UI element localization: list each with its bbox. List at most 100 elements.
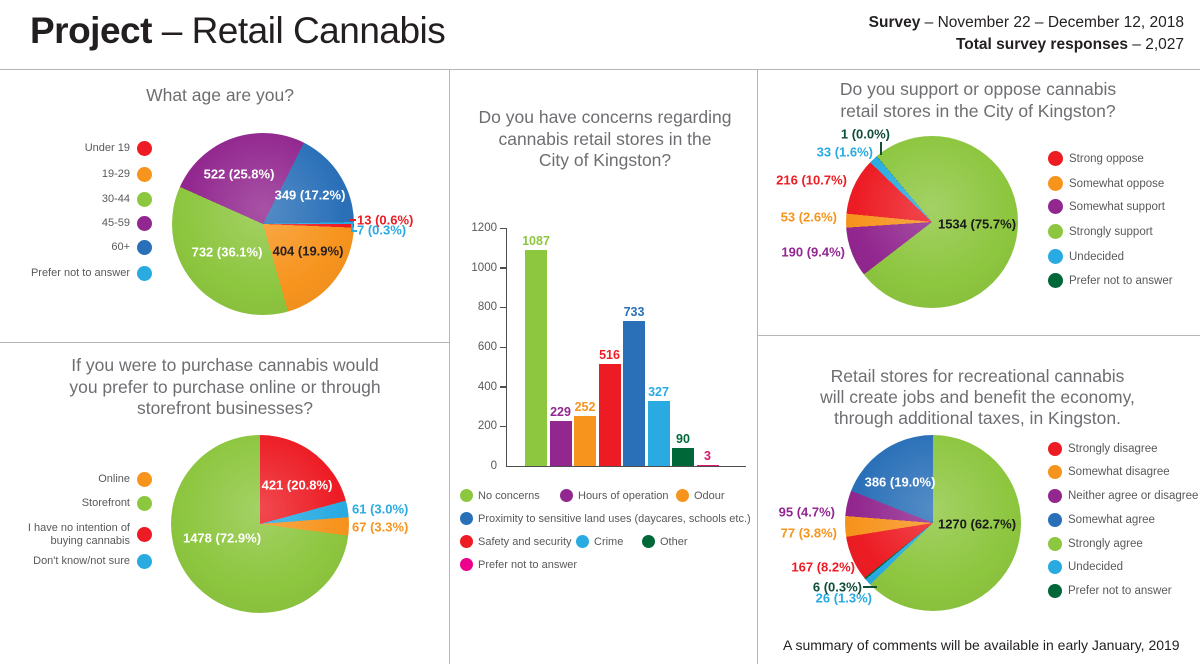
- support-label-somewhat-support: 190 (9.4%): [781, 244, 845, 260]
- legend-dot: [137, 192, 152, 207]
- legend-dot: [560, 489, 573, 502]
- y-axis-tick-mark: [500, 386, 506, 388]
- bar-value-label: 90: [676, 432, 690, 447]
- legend-dot: [1048, 560, 1062, 574]
- economy-chart-title: Retail stores for recreational cannabis …: [820, 366, 1135, 428]
- legend-item: 60+: [0, 240, 152, 255]
- legend-item: No concerns: [460, 489, 540, 502]
- survey-responses: Total survey responses – 2,027: [955, 36, 1184, 53]
- survey-dates: Survey – November 22 – December 12, 2018: [868, 14, 1184, 31]
- support-pie-chart: [846, 136, 1018, 308]
- y-axis-tick-label: 600: [477, 341, 497, 353]
- legend-item: Other: [642, 535, 688, 548]
- legend-item: Strong oppose: [1048, 151, 1144, 166]
- bar-other: [672, 448, 694, 466]
- legend-dot: [137, 216, 152, 231]
- legend-item: Neither agree or disagree: [1048, 489, 1198, 503]
- legend-item: 45-59: [0, 216, 152, 231]
- y-axis-tick-label: 200: [477, 420, 497, 433]
- bar-safety-and-security: [598, 363, 621, 466]
- legend-dot: [1048, 224, 1063, 239]
- legend-item: Somewhat disagree: [1048, 465, 1170, 479]
- age-label-60plus: 349 (17.2%): [274, 187, 346, 203]
- header-divider: [0, 69, 1200, 70]
- legend-dot: [137, 472, 152, 487]
- legend-item: 30-44: [0, 192, 152, 207]
- legend-dot: [137, 240, 152, 255]
- leader-line: [880, 142, 882, 155]
- legend-item: I have no intention of buying cannabis: [0, 522, 152, 547]
- age-label-prefer-not: 7 (0.3%): [357, 222, 407, 238]
- bar-value-label: 516: [599, 347, 620, 362]
- legend-dot: [676, 489, 689, 502]
- concerns-bar-plot: 0 200 400 600 800 1000 1200 1087 229 252 516 733 327…: [471, 222, 746, 472]
- age-label-30-44: 732 (36.1%): [191, 244, 263, 260]
- y-axis-tick-mark: [500, 346, 506, 348]
- bar-value-label: 252: [574, 400, 596, 415]
- legend-dot: [1048, 465, 1062, 479]
- legend-dot: [460, 512, 473, 525]
- legend-item: Strongly support: [1048, 224, 1153, 239]
- legend-item: Prefer not to answer: [0, 266, 152, 281]
- legend-dot: [1048, 537, 1062, 551]
- economy-label-prefer-not: 6 (0.3%): [812, 579, 862, 595]
- legend-item: Hours of operation: [560, 489, 669, 502]
- legend-dot: [137, 266, 152, 281]
- legend-item: Strongly agree: [1048, 537, 1143, 551]
- purchase-label-storefront: 1478 (72.9%): [182, 530, 262, 546]
- page-title-bold: Project: [30, 10, 152, 51]
- vertical-divider-right: [757, 69, 758, 664]
- bar-hours-of-operation: [549, 420, 572, 466]
- bar-value-label: 327: [648, 385, 669, 400]
- legend-item: Prefer not to answer: [1048, 273, 1173, 288]
- vertical-divider-left: [449, 69, 450, 664]
- age-label-45-59: 522 (25.8%): [203, 166, 275, 182]
- support-label-strong-oppose: 216 (10.7%): [776, 172, 847, 188]
- leader-line: [863, 586, 877, 588]
- legend-dot: [642, 535, 655, 548]
- legend-dot: [1048, 513, 1062, 527]
- support-label-somewhat-oppose: 53 (2.6%): [780, 209, 837, 225]
- y-axis-tick-label: 1000: [471, 261, 497, 274]
- footnote: A summary of comments will be available …: [783, 637, 1180, 653]
- survey-meta: Survey – November 22 – December 12, 2018…: [869, 12, 1184, 56]
- economy-label-somewhat-disagree: 77 (3.8%): [780, 525, 837, 541]
- y-axis-tick-mark: [500, 227, 506, 229]
- purchase-chart-title: If you were to purchase cannabis would y…: [69, 355, 381, 418]
- right-column-divider: [757, 335, 1200, 336]
- legend-dot: [576, 535, 589, 548]
- bar-value-label: 3: [704, 449, 711, 463]
- bar-value-label: 229: [550, 404, 571, 419]
- legend-item: Don't know/not sure: [0, 554, 152, 569]
- purchase-label-dont-know: 61 (3.0%): [352, 501, 409, 517]
- bar-value-label: 733: [623, 304, 645, 319]
- legend-dot: [1048, 151, 1063, 166]
- legend-dot: [137, 527, 152, 542]
- legend-item: Somewhat support: [1048, 199, 1165, 214]
- legend-item: Strongly disagree: [1048, 442, 1158, 456]
- support-chart-title: Do you support or oppose cannabis retail…: [839, 79, 1117, 121]
- economy-label-strongly-disagree: 167 (8.2%): [791, 559, 855, 575]
- concerns-chart-title: Do you have concerns regarding cannabis …: [478, 107, 732, 170]
- legend-dot: [460, 535, 473, 548]
- legend-dot: [137, 167, 152, 182]
- legend-item: Odour: [676, 489, 725, 502]
- legend-dot: [137, 141, 152, 156]
- legend-item: Crime: [576, 535, 623, 548]
- purchase-label-online: 67 (3.3%): [352, 519, 409, 535]
- legend-dot: [1048, 176, 1063, 191]
- economy-label-somewhat-agree: 386 (19.0%): [864, 474, 936, 490]
- legend-dot: [1048, 199, 1063, 214]
- bar-no-concerns: [525, 250, 547, 466]
- purchase-pie-chart: [171, 435, 349, 613]
- leader-line: [351, 222, 357, 232]
- left-column-divider: [0, 342, 449, 343]
- legend-item: Undecided: [1048, 560, 1123, 574]
- y-axis-tick-mark: [500, 267, 506, 269]
- legend-item: Online: [0, 472, 152, 487]
- legend-dot: [1048, 442, 1062, 456]
- legend-dot: [460, 489, 473, 502]
- legend-item: Under 19: [0, 141, 152, 156]
- y-axis-tick-label: 0: [490, 460, 497, 472]
